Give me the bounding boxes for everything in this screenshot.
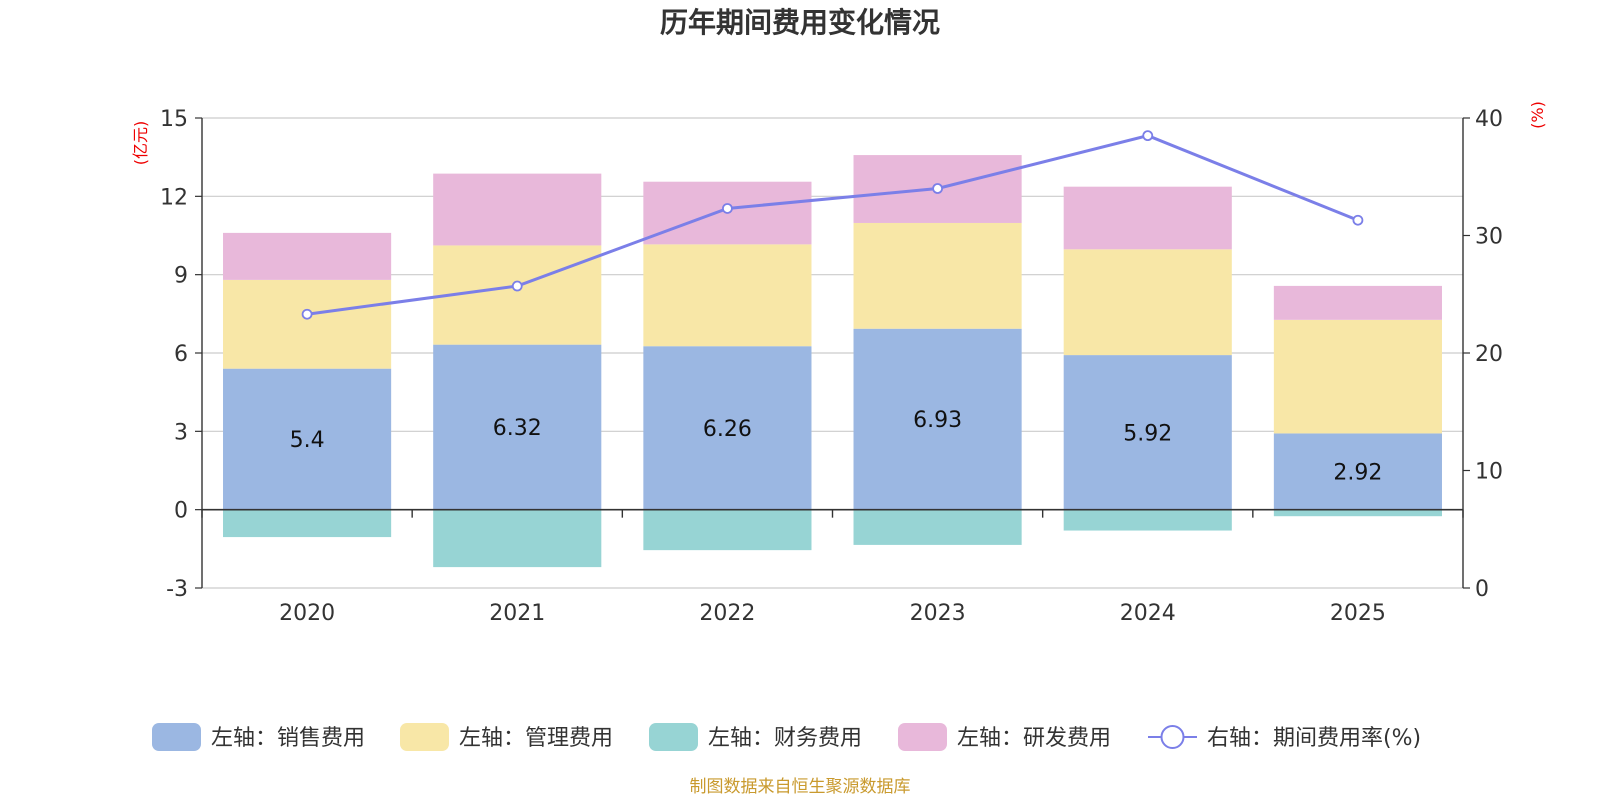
bar-segment	[1063, 249, 1232, 356]
legend-swatch	[400, 723, 449, 751]
bar-segment	[223, 368, 392, 510]
legend-label: 右轴：期间费用率(%)	[1207, 726, 1421, 751]
bar-segment	[1063, 509, 1232, 531]
bar-segment	[1273, 285, 1442, 320]
legend-label: 左轴：研发费用	[957, 726, 1111, 751]
bar-segment	[1063, 355, 1232, 510]
axes: -3 0 3 6 9 12 15 0 10 20 30 40 2020 2021 2022 2023 2024 2…	[160, 107, 1503, 626]
legend-swatch	[152, 723, 201, 751]
bar-segment	[433, 509, 602, 568]
bar-segment	[433, 173, 602, 246]
bar-segment	[1273, 319, 1442, 434]
bar-segment	[223, 279, 392, 369]
right-axis-tick-label: 30	[1475, 225, 1503, 250]
legend-label: 左轴：销售费用	[211, 726, 365, 751]
left-axis-tick-label: 3	[174, 420, 188, 445]
legend-swatch	[649, 723, 698, 751]
x-axis-label: 2022	[699, 601, 755, 626]
bar-segment	[223, 509, 392, 538]
rate-line	[306, 134, 1359, 316]
bar-data-label: 6.26	[703, 417, 752, 442]
left-axis-tick-label: 6	[174, 342, 188, 367]
bar-segment	[853, 509, 1022, 545]
left-axis-tick-label: 0	[174, 499, 188, 524]
rate-line-series	[301, 130, 1364, 320]
chart-title: 历年期间费用变化情况	[660, 6, 940, 39]
legend: 左轴：销售费用 左轴：管理费用 左轴：财务费用 左轴：研发费用 右轴：期间费用率(%)	[152, 723, 1421, 751]
legend-label: 左轴：管理费用	[459, 726, 613, 751]
bar-segment	[643, 346, 812, 510]
bar-segment	[643, 509, 812, 551]
grid-lines	[202, 117, 1463, 589]
x-axis-label: 2024	[1120, 601, 1176, 626]
left-axis-tick-label: 9	[174, 264, 188, 289]
bar-data-label: 5.92	[1123, 421, 1172, 446]
rate-point	[511, 280, 523, 292]
bar-data-label: 5.4	[290, 428, 325, 453]
legend-swatch	[898, 723, 947, 751]
x-axis-label: 2021	[489, 601, 545, 626]
x-axis-label: 2025	[1330, 601, 1386, 626]
legend-label: 左轴：财务费用	[708, 726, 862, 751]
bars	[223, 155, 1442, 568]
left-axis-tick-label: 15	[160, 107, 188, 132]
right-axis-tick-label: 0	[1475, 577, 1489, 602]
x-axis-label: 2023	[910, 601, 966, 626]
right-axis-tick-label: 20	[1475, 342, 1503, 367]
left-axis-tick-label: 12	[160, 185, 188, 210]
bar-segment	[643, 244, 812, 347]
rate-point	[722, 203, 733, 214]
bar-segment	[853, 222, 1022, 329]
bar-data-label: 6.93	[913, 408, 962, 433]
rate-point	[301, 308, 313, 320]
bar-segment	[1063, 186, 1232, 250]
right-axis-unit: (%)	[1528, 101, 1547, 129]
bar-data-label: 2.92	[1333, 461, 1382, 486]
left-axis-tick-label: -3	[166, 577, 188, 602]
rate-point	[1142, 130, 1154, 142]
bar-segment	[1273, 509, 1442, 517]
bar-segment	[433, 344, 602, 510]
source-note: 制图数据来自恒生聚源数据库	[690, 777, 911, 797]
right-axis-tick-label: 10	[1475, 460, 1503, 485]
left-axis-unit: (亿元)	[131, 121, 150, 166]
bar-data-label: 6.32	[493, 416, 542, 441]
legend-marker	[1160, 725, 1185, 749]
bar-segment	[853, 328, 1022, 510]
bar-segment	[223, 232, 392, 280]
bar-segment	[1273, 433, 1442, 510]
data-labels: 5.4 6.32 6.26 6.93 5.92 2.92	[290, 408, 1383, 485]
rate-point	[1352, 214, 1364, 226]
x-axis-label: 2020	[279, 601, 335, 626]
right-axis-tick-label: 40	[1475, 107, 1503, 132]
rate-point	[932, 183, 943, 194]
